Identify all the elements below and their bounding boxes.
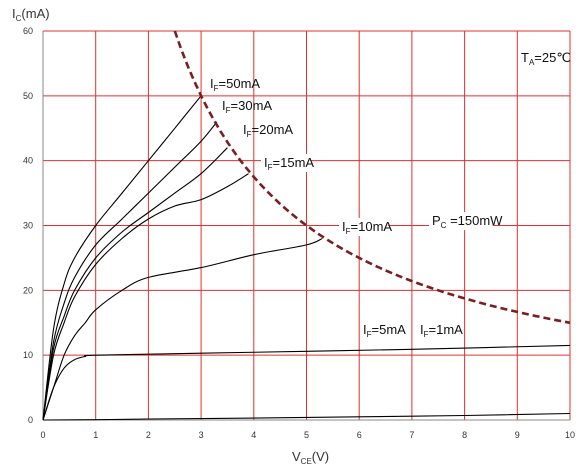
y-tick-label: 60	[23, 26, 33, 36]
y-tick-label: 40	[23, 156, 33, 166]
y-tick-label: 20	[23, 285, 33, 295]
x-tick-label: 0	[40, 430, 45, 440]
curve-if-20mA	[42, 147, 228, 421]
x-tick-label: 5	[304, 430, 309, 440]
curves	[42, 95, 571, 421]
temperature-annotation: TA=25℃	[521, 50, 571, 67]
series-label-5mA-background	[360, 321, 402, 339]
curve-labels: IF=50mA IF=30mA IF=20mA IF=15mA IF=10mA IF=5m…	[210, 76, 503, 339]
series-label-50mA: IF=50mA	[210, 76, 260, 93]
curve-if-1mA	[42, 412, 571, 421]
x-tick-label: 10	[565, 430, 575, 440]
curve-if-30mA	[42, 121, 218, 421]
x-tick-label: 3	[199, 430, 204, 440]
curve-if-15mA	[42, 173, 249, 421]
y-tick-label: 0	[28, 415, 33, 425]
power-dissipation-curve	[173, 30, 571, 325]
plot-frame	[42, 31, 570, 421]
x-tick-label: 7	[409, 430, 414, 440]
x-tick-label: 4	[251, 430, 256, 440]
y-axis-label: IC(mA)	[12, 6, 50, 23]
series-label-30mA: IF=30mA	[222, 98, 272, 115]
x-tick-label: 9	[515, 430, 520, 440]
series-label-15mA: IF=15mA	[264, 155, 314, 172]
y-tick-label: 30	[23, 221, 33, 231]
x-tick-label: 8	[462, 430, 467, 440]
series-label-1mA: IF=1mA	[420, 322, 463, 339]
curve-if-10mA	[42, 237, 323, 421]
series-label-10mA-background	[339, 218, 389, 236]
x-tick-label: 6	[357, 430, 362, 440]
x-tick-label: 2	[146, 430, 151, 440]
series-label-20mA: IF=20mA	[243, 122, 293, 139]
curve-if-50mA	[42, 95, 202, 421]
series-label-15mA-background	[261, 154, 311, 172]
x-tick-label: 1	[93, 430, 98, 440]
series-label-10mA: IF=10mA	[342, 219, 392, 236]
x-axis-label: VCE(V)	[292, 449, 329, 466]
series-label-1mA-background	[417, 321, 459, 339]
y-tick-label: 50	[23, 91, 33, 101]
power-curve-label: PC =150mW	[432, 213, 503, 230]
power-curve-label-background	[429, 212, 493, 230]
power-curve-group	[173, 30, 571, 325]
x-tick-labels: 0 1 2 3 4 5 6 7 8 9 10	[40, 430, 575, 440]
curve-if-5mA	[42, 344, 571, 421]
series-label-5mA: IF=5mA	[363, 322, 406, 339]
y-tick-label: 10	[23, 350, 33, 360]
y-tick-labels: 0 10 20 30 40 50 60	[23, 26, 33, 425]
